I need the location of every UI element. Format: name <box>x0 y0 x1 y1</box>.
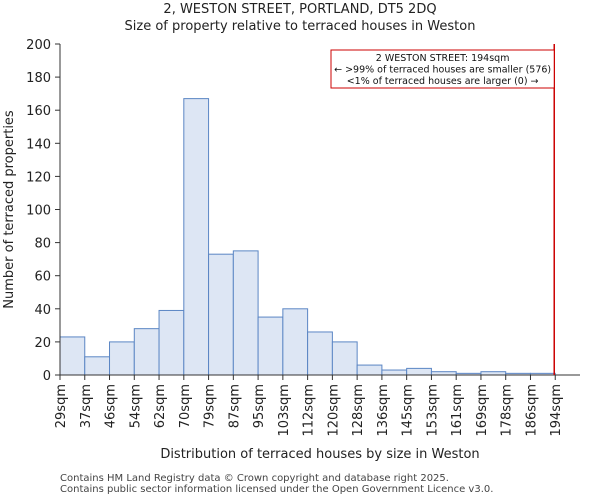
x-tick-label: 95sqm <box>252 384 267 428</box>
x-tick-label: 54sqm <box>128 384 143 428</box>
x-tick-label: 136sqm <box>376 384 391 437</box>
histogram-bar <box>183 98 210 376</box>
x-tick-label: 103sqm <box>277 384 292 437</box>
histogram-bar <box>406 367 432 376</box>
x-tick-label: 37sqm <box>79 384 94 428</box>
histogram-bar <box>257 316 284 376</box>
x-tick-label: 62sqm <box>153 384 168 428</box>
histogram-bar <box>133 328 160 376</box>
x-tick-label: 79sqm <box>203 384 218 428</box>
y-tick-label: 180 <box>26 71 51 86</box>
histogram-bar <box>208 253 234 376</box>
histogram-bar <box>282 308 309 376</box>
x-tick-label: 46sqm <box>104 384 119 428</box>
x-tick-label: 194sqm <box>549 384 564 437</box>
x-tick-label: 70sqm <box>178 384 193 428</box>
x-tick-label: 29sqm <box>54 384 69 428</box>
y-axis-title: Number of terraced properties <box>2 110 17 309</box>
x-tick-label: 112sqm <box>302 384 317 437</box>
histogram-bar <box>356 364 383 376</box>
x-tick-label: 153sqm <box>425 384 440 437</box>
x-tick-label: 120sqm <box>326 384 341 437</box>
histogram-bar <box>232 250 259 376</box>
annotation-box <box>330 49 555 89</box>
y-tick-label: 80 <box>34 237 51 252</box>
x-tick-label: 161sqm <box>450 384 465 437</box>
x-axis-title: Distribution of terraced houses by size … <box>160 447 479 462</box>
footer-copyright: Contains HM Land Registry data © Crown c… <box>60 473 449 484</box>
histogram-bar <box>109 341 135 376</box>
chart-subtitle: Size of property relative to terraced ho… <box>124 19 476 34</box>
annotation-line: <1% of terraced houses are larger (0) → <box>347 76 539 87</box>
y-tick-label: 160 <box>26 104 51 119</box>
y-tick-label: 40 <box>34 303 51 318</box>
histogram-bar <box>59 336 86 376</box>
histogram-bar <box>307 331 333 376</box>
x-tick-label: 169sqm <box>475 384 490 437</box>
y-tick-label: 60 <box>34 270 51 285</box>
histogram-bar <box>158 309 185 376</box>
histogram-bar <box>381 369 408 376</box>
x-tick-label: 87sqm <box>227 384 242 428</box>
x-tick-label: 128sqm <box>351 384 366 437</box>
footer-licence: Contains public sector information licen… <box>60 484 494 495</box>
annotation-line: 2 WESTON STREET: 194sqm <box>376 53 510 64</box>
y-tick-label: 0 <box>43 369 51 384</box>
y-tick-label: 20 <box>34 336 51 351</box>
chart-title: 2, WESTON STREET, PORTLAND, DT5 2DQ <box>163 2 437 17</box>
histogram-bar <box>84 356 111 376</box>
histogram-bar <box>331 341 358 376</box>
x-tick-label: 145sqm <box>401 384 416 437</box>
y-tick-label: 100 <box>26 204 51 219</box>
y-tick-label: 200 <box>26 38 51 53</box>
x-tick-label: 178sqm <box>500 384 515 437</box>
y-tick-label: 140 <box>26 137 51 152</box>
annotation-line: ← >99% of terraced houses are smaller (5… <box>334 65 551 76</box>
y-tick-label: 120 <box>26 170 51 185</box>
x-tick-label: 186sqm <box>524 384 539 437</box>
